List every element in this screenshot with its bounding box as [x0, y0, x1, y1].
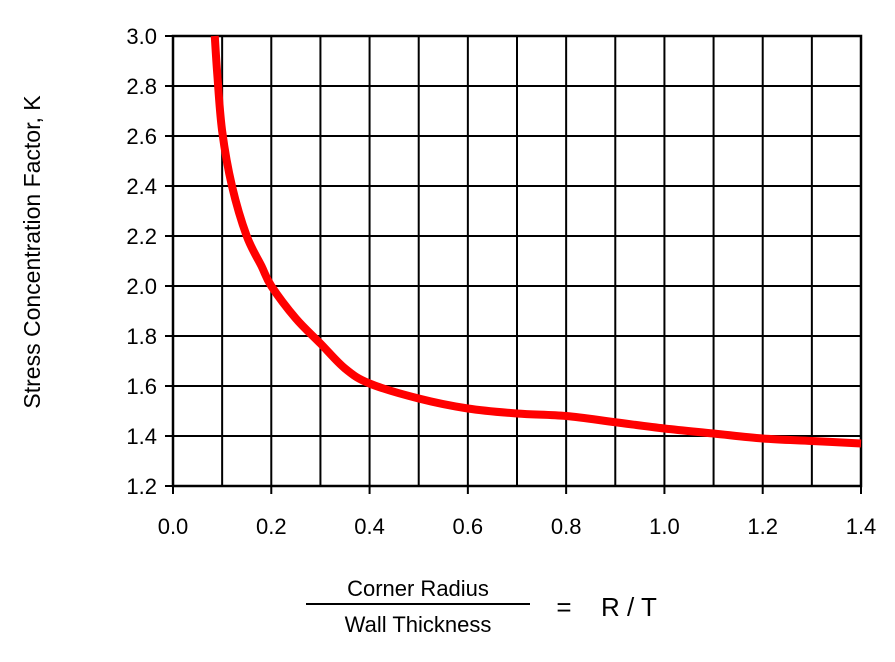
y-tick-label: 1.8: [126, 324, 157, 349]
y-tick-label: 1.4: [126, 424, 157, 449]
x-tick-label: 0.0: [158, 514, 189, 539]
x-axis-label: Corner Radius Wall Thickness = R / T: [306, 576, 657, 637]
x-tick-label: 0.4: [354, 514, 385, 539]
y-tick-label: 3.0: [126, 24, 157, 49]
y-tick-label: 2.4: [126, 174, 157, 199]
x-tick-label: 0.2: [256, 514, 287, 539]
x-tick-label: 0.6: [453, 514, 484, 539]
x-axis-label-denominator: Wall Thickness: [345, 612, 492, 637]
series-layer: [210, 35, 862, 448]
y-axis-label: Stress Concentration Factor, K: [19, 95, 45, 409]
x-tick-label: 1.4: [846, 514, 877, 539]
series-line: [210, 35, 862, 448]
y-tick-label: 2.0: [126, 274, 157, 299]
y-tick-label: 1.6: [126, 374, 157, 399]
y-tick-label: 2.6: [126, 124, 157, 149]
grid: [165, 34, 863, 494]
x-axis-label-numerator: Corner Radius: [347, 576, 489, 601]
y-tick-labels: 1.2 1.4 1.6 1.8 2.0 2.2 2.4 2.6 2.8 3.0: [126, 24, 157, 499]
y-tick-label: 2.8: [126, 74, 157, 99]
x-axis-label-ratio: R / T: [601, 592, 657, 622]
x-tick-labels: 0.0 0.2 0.4 0.6 0.8 1.0 1.2 1.4: [158, 514, 877, 539]
x-axis-label-equals: =: [556, 592, 571, 622]
x-tick-label: 1.0: [649, 514, 680, 539]
y-tick-label: 1.2: [126, 474, 157, 499]
plot-frame: [171, 34, 863, 488]
x-tick-label: 1.2: [747, 514, 778, 539]
y-tick-label: 2.2: [126, 224, 157, 249]
x-tick-label: 0.8: [551, 514, 582, 539]
